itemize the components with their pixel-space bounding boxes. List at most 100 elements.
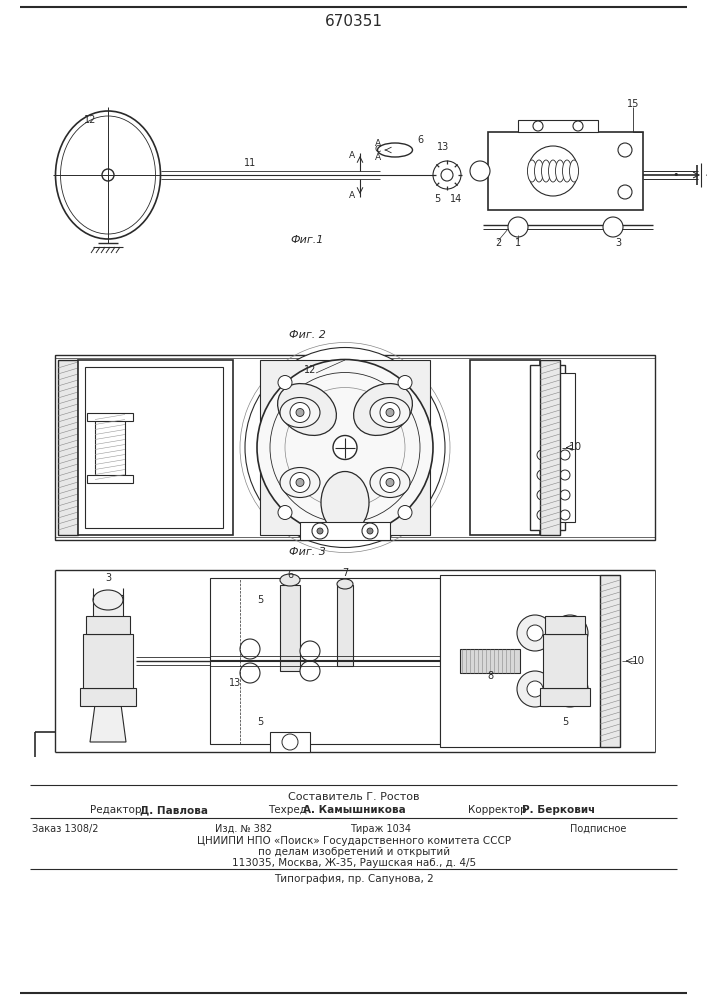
Text: •: • <box>673 170 679 180</box>
Bar <box>80 688 136 706</box>
Text: 11: 11 <box>244 158 256 168</box>
Bar <box>280 585 300 671</box>
Bar <box>545 616 585 634</box>
Circle shape <box>537 470 547 480</box>
Text: Типография, пр. Сапунова, 2: Типография, пр. Сапунова, 2 <box>274 874 434 884</box>
Text: 4: 4 <box>706 170 707 180</box>
Circle shape <box>517 615 553 651</box>
Text: 2: 2 <box>495 238 501 248</box>
Circle shape <box>398 375 412 389</box>
Bar <box>95 416 125 480</box>
Text: Фиг. 3: Фиг. 3 <box>288 547 325 557</box>
Bar <box>55 355 655 540</box>
Text: A: A <box>349 150 355 159</box>
Bar <box>555 373 575 522</box>
Circle shape <box>508 217 528 237</box>
Circle shape <box>296 479 304 487</box>
Ellipse shape <box>563 160 571 182</box>
Circle shape <box>618 185 632 199</box>
Bar <box>488 132 643 210</box>
Bar <box>58 360 78 535</box>
Circle shape <box>380 402 400 422</box>
Circle shape <box>533 121 543 131</box>
Bar <box>543 634 587 688</box>
Ellipse shape <box>556 160 564 182</box>
Ellipse shape <box>280 468 320 497</box>
Ellipse shape <box>370 397 410 428</box>
Text: 10: 10 <box>631 656 645 666</box>
Bar <box>260 360 430 535</box>
Ellipse shape <box>61 116 156 234</box>
Text: 13: 13 <box>229 678 241 688</box>
Circle shape <box>560 470 570 480</box>
Bar <box>440 575 600 747</box>
Text: Редактор: Редактор <box>90 805 145 815</box>
Circle shape <box>562 625 578 641</box>
Ellipse shape <box>378 143 412 157</box>
Bar <box>600 575 620 747</box>
Bar <box>83 634 133 688</box>
Circle shape <box>560 490 570 500</box>
Text: 14: 14 <box>450 194 462 204</box>
Circle shape <box>362 523 378 539</box>
Ellipse shape <box>542 160 551 182</box>
Circle shape <box>441 169 453 181</box>
Text: 5: 5 <box>562 717 568 727</box>
Text: A: A <box>375 152 381 161</box>
Bar <box>518 120 598 132</box>
Circle shape <box>296 408 304 416</box>
Bar <box>87 475 133 483</box>
Circle shape <box>367 528 373 534</box>
Text: по делам изобретений и открытий: по делам изобретений и открытий <box>258 847 450 857</box>
Text: 15: 15 <box>627 99 639 109</box>
Text: C: C <box>375 145 381 154</box>
Circle shape <box>312 523 328 539</box>
Text: 6: 6 <box>287 570 293 580</box>
Text: Корректор: Корректор <box>468 805 530 815</box>
Circle shape <box>278 375 292 389</box>
Ellipse shape <box>570 160 578 182</box>
Ellipse shape <box>321 472 369 534</box>
Bar <box>300 522 390 540</box>
Text: 10: 10 <box>568 442 582 452</box>
Circle shape <box>380 473 400 492</box>
Circle shape <box>517 671 553 707</box>
Circle shape <box>552 671 588 707</box>
Circle shape <box>528 146 578 196</box>
Text: 7: 7 <box>342 568 348 578</box>
Circle shape <box>245 348 445 548</box>
Text: 8: 8 <box>487 671 493 681</box>
Bar <box>210 578 440 744</box>
Text: Изд. № 382: Изд. № 382 <box>215 824 272 834</box>
Circle shape <box>562 681 578 697</box>
Bar <box>87 412 133 420</box>
Text: 13: 13 <box>437 142 449 152</box>
Text: Фиг. 2: Фиг. 2 <box>288 330 325 340</box>
Text: A: A <box>375 138 381 147</box>
Circle shape <box>398 506 412 520</box>
Circle shape <box>282 734 298 750</box>
Circle shape <box>552 615 588 651</box>
Bar <box>460 649 520 673</box>
Circle shape <box>240 639 260 659</box>
Text: 6: 6 <box>417 135 423 145</box>
Polygon shape <box>90 697 126 742</box>
Circle shape <box>560 510 570 520</box>
Circle shape <box>603 217 623 237</box>
Text: Р. Беркович: Р. Беркович <box>522 805 595 815</box>
Text: А. Камышникова: А. Камышникова <box>303 805 406 815</box>
Ellipse shape <box>278 384 337 435</box>
Circle shape <box>300 661 320 681</box>
Ellipse shape <box>370 468 410 497</box>
Circle shape <box>573 121 583 131</box>
Text: 5: 5 <box>434 194 440 204</box>
Bar <box>337 585 353 666</box>
Bar <box>270 732 310 752</box>
Ellipse shape <box>527 160 537 182</box>
Bar <box>470 360 540 535</box>
Circle shape <box>317 528 323 534</box>
Circle shape <box>300 641 320 661</box>
Ellipse shape <box>280 397 320 428</box>
Circle shape <box>386 479 394 487</box>
Circle shape <box>527 625 543 641</box>
